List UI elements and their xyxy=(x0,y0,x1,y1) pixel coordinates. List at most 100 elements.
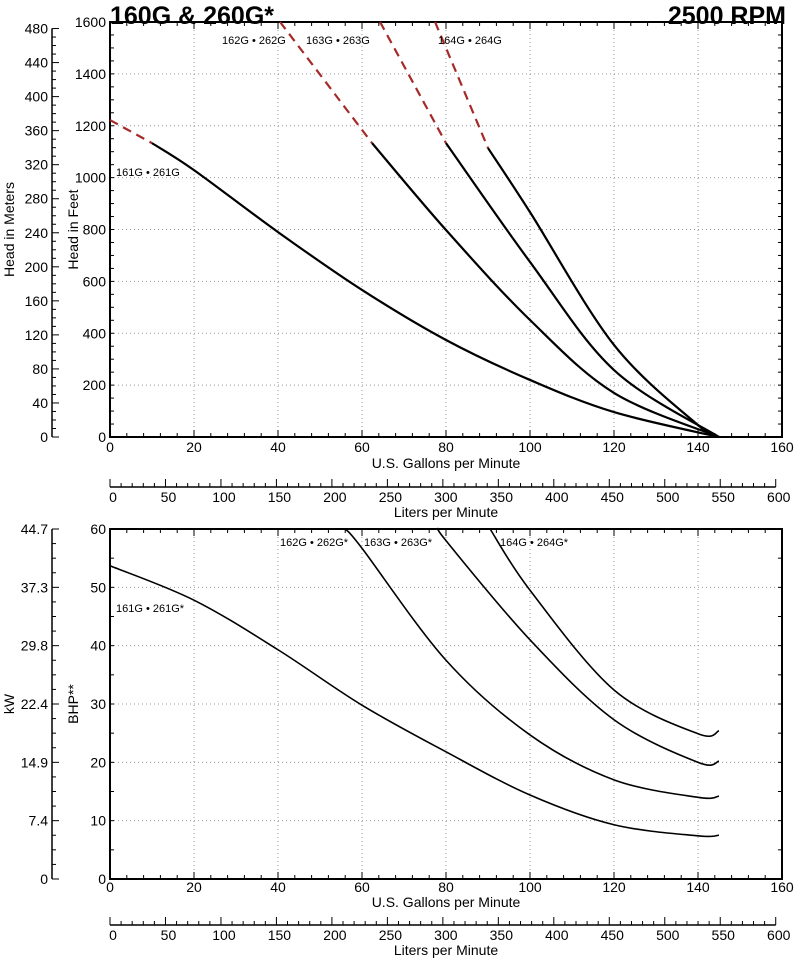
y2-tick-label: 440 xyxy=(25,55,49,71)
x2-tick-label: 600 xyxy=(767,927,791,943)
x2-tick-label: 400 xyxy=(545,489,569,505)
y-tick-label: 50 xyxy=(90,579,106,595)
y2-tick-label: 22.4 xyxy=(21,696,48,712)
x-tick-label: 20 xyxy=(186,879,202,895)
y2-tick-label: 40 xyxy=(32,395,48,411)
x-axis-title: U.S. Gallons per Minute xyxy=(372,894,521,910)
y2-tick-label: 200 xyxy=(25,259,49,275)
y2-tick-label: 80 xyxy=(32,361,48,377)
x-tick-label: 120 xyxy=(602,439,626,455)
y2-tick-label: 120 xyxy=(25,327,49,343)
x-tick-label: 160 xyxy=(770,879,794,895)
y-tick-label: 600 xyxy=(83,273,107,289)
y2-tick-label: 160 xyxy=(25,293,49,309)
y-tick-label: 200 xyxy=(83,377,107,393)
y-tick-label: 0 xyxy=(98,429,106,445)
curve-3 xyxy=(487,147,720,439)
x-tick-label: 60 xyxy=(354,879,370,895)
x2-tick-label: 400 xyxy=(545,927,569,943)
x-tick-label: 120 xyxy=(602,879,626,895)
y-tick-label: 10 xyxy=(90,813,106,829)
x-tick-label: 100 xyxy=(518,439,542,455)
curve-2 xyxy=(437,527,720,766)
y2-tick-label: 7.4 xyxy=(29,813,49,829)
curve-extrapolated-3 xyxy=(434,21,490,149)
y2-tick-label: 320 xyxy=(25,157,49,173)
curve-extrapolated-2 xyxy=(379,21,447,144)
x-tick-label: 0 xyxy=(106,439,114,455)
curve-label: 162G • 262G xyxy=(222,35,286,47)
x2-tick-label: 350 xyxy=(490,489,514,505)
x-tick-label: 40 xyxy=(270,439,286,455)
chart-title: 160G & 260G* xyxy=(110,2,274,30)
x2-tick-label: 450 xyxy=(601,927,625,943)
curve-extrapolated-1 xyxy=(279,21,373,144)
x2-tick-label: 50 xyxy=(161,927,177,943)
x-tick-label: 60 xyxy=(354,439,370,455)
x-tick-label: 0 xyxy=(106,879,114,895)
y2-tick-label: 0 xyxy=(40,429,48,445)
y-tick-label: 40 xyxy=(90,638,106,654)
curve-label: 163G • 263G* xyxy=(364,537,433,549)
y-tick-label: 1200 xyxy=(75,118,106,134)
x2-tick-label: 100 xyxy=(212,927,236,943)
x2-tick-label: 0 xyxy=(109,927,117,943)
x2-tick-label: 150 xyxy=(268,927,292,943)
x-tick-label: 20 xyxy=(186,439,202,455)
y2-tick-label: 400 xyxy=(25,89,49,105)
x-axis-title: U.S. Gallons per Minute xyxy=(372,455,521,471)
x2-tick-label: 150 xyxy=(268,489,292,505)
curve-label: 162G • 262G* xyxy=(280,537,349,549)
x2-axis-title: Liters per Minute xyxy=(394,942,498,958)
y-axis-title: BHP** xyxy=(65,684,81,724)
y-tick-label: 30 xyxy=(90,696,106,712)
x-tick-label: 140 xyxy=(686,439,710,455)
y2-tick-label: 480 xyxy=(25,21,49,37)
curve-2 xyxy=(445,142,720,438)
x2-tick-label: 200 xyxy=(323,489,347,505)
x2-tick-label: 550 xyxy=(712,489,736,505)
y2-tick-label: 37.3 xyxy=(21,579,48,595)
y-tick-label: 1000 xyxy=(75,170,106,186)
curve-label: 161G • 261G xyxy=(116,167,180,179)
y-tick-label: 20 xyxy=(90,754,106,770)
y-tick-label: 400 xyxy=(83,325,107,341)
x2-axis-title: Liters per Minute xyxy=(394,504,498,520)
x-tick-label: 40 xyxy=(270,879,286,895)
y-tick-label: 60 xyxy=(90,521,106,537)
x2-tick-label: 100 xyxy=(212,489,236,505)
y2-tick-label: 240 xyxy=(25,225,49,241)
x2-tick-label: 50 xyxy=(161,489,177,505)
y-tick-label: 1400 xyxy=(75,66,106,82)
rpm-label: 2500 RPM xyxy=(668,2,786,30)
curve-extrapolated-0 xyxy=(109,119,153,145)
curve-label: 161G • 261G* xyxy=(116,603,185,615)
x2-tick-label: 500 xyxy=(656,489,680,505)
x2-tick-label: 200 xyxy=(323,927,347,943)
x-tick-label: 80 xyxy=(438,879,454,895)
x2-tick-label: 300 xyxy=(434,927,458,943)
curve-1 xyxy=(344,528,720,800)
x2-tick-label: 250 xyxy=(379,489,403,505)
x2-tick-label: 350 xyxy=(490,927,514,943)
x-tick-label: 160 xyxy=(770,439,794,455)
x2-tick-label: 300 xyxy=(434,489,458,505)
curve-0 xyxy=(109,565,720,838)
y-tick-label: 800 xyxy=(83,222,107,238)
y2-tick-label: 0 xyxy=(40,871,48,887)
y-axis-title: Head in Feet xyxy=(65,189,81,269)
x-tick-label: 140 xyxy=(686,879,710,895)
curve-label: 163G • 263G xyxy=(306,35,370,47)
y2-tick-label: 29.8 xyxy=(21,638,48,654)
x-tick-label: 80 xyxy=(438,439,454,455)
x2-tick-label: 0 xyxy=(109,489,117,505)
curve-1 xyxy=(371,142,720,439)
y2-tick-label: 280 xyxy=(25,191,49,207)
curve-3 xyxy=(489,528,720,738)
curve-label: 164G • 264G xyxy=(438,35,502,47)
y2-axis-title: kW xyxy=(1,693,17,714)
y2-tick-label: 14.9 xyxy=(21,754,48,770)
x2-tick-label: 550 xyxy=(712,927,736,943)
y-tick-label: 0 xyxy=(98,871,106,887)
